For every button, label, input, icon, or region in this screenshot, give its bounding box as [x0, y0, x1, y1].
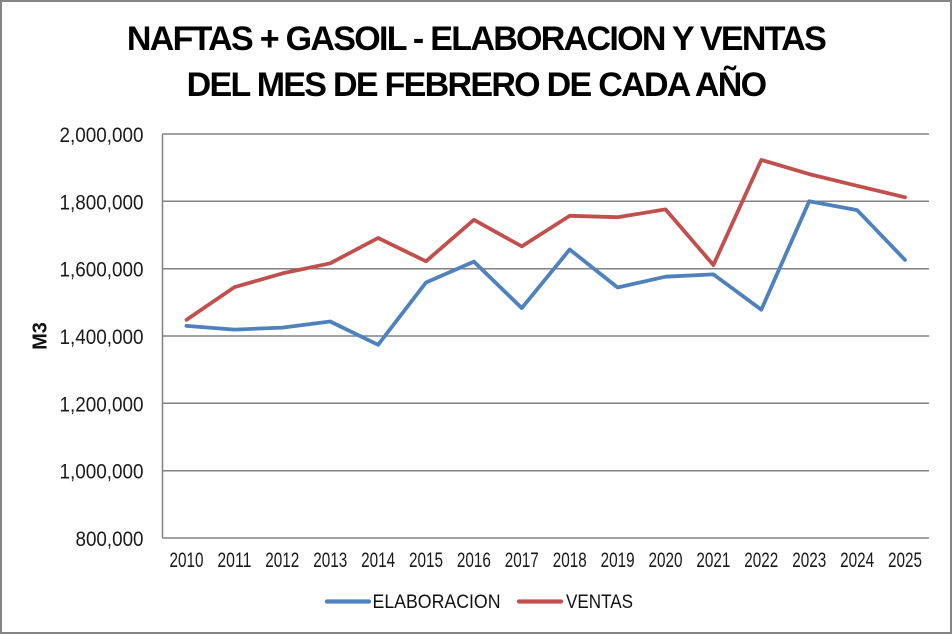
- svg-text:VENTAS: VENTAS: [566, 592, 633, 613]
- svg-text:1,200,000: 1,200,000: [60, 393, 144, 416]
- svg-text:M3: M3: [30, 322, 52, 350]
- svg-text:ELABORACION: ELABORACION: [373, 592, 501, 613]
- svg-text:2017: 2017: [505, 549, 539, 572]
- svg-text:2014: 2014: [361, 549, 395, 572]
- svg-text:2013: 2013: [313, 549, 347, 572]
- svg-text:2016: 2016: [457, 549, 491, 572]
- svg-text:1,800,000: 1,800,000: [60, 191, 144, 214]
- svg-text:2019: 2019: [601, 549, 635, 572]
- svg-text:2015: 2015: [409, 549, 443, 572]
- svg-text:2023: 2023: [792, 549, 826, 572]
- svg-text:2022: 2022: [744, 549, 778, 572]
- svg-text:2012: 2012: [265, 549, 299, 572]
- svg-text:2021: 2021: [696, 549, 730, 572]
- svg-text:2018: 2018: [553, 549, 587, 572]
- svg-text:2025: 2025: [888, 549, 922, 572]
- svg-text:2020: 2020: [649, 549, 683, 572]
- svg-text:2,000,000: 2,000,000: [60, 124, 144, 147]
- svg-text:1,400,000: 1,400,000: [60, 326, 144, 349]
- svg-text:1,000,000: 1,000,000: [60, 461, 144, 484]
- svg-text:2024: 2024: [840, 549, 874, 572]
- svg-text:800,000: 800,000: [76, 528, 144, 551]
- svg-text:2010: 2010: [170, 549, 204, 572]
- svg-text:1,600,000: 1,600,000: [60, 259, 144, 282]
- svg-text:2011: 2011: [217, 549, 251, 572]
